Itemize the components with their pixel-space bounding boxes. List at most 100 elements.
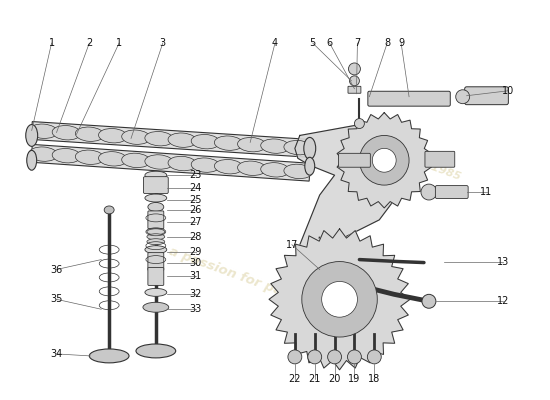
FancyBboxPatch shape <box>425 151 455 167</box>
Ellipse shape <box>52 148 81 163</box>
Ellipse shape <box>168 133 196 147</box>
Text: 32: 32 <box>189 289 202 299</box>
Text: 23: 23 <box>189 170 202 180</box>
Ellipse shape <box>98 128 127 143</box>
Text: 12: 12 <box>497 296 510 306</box>
Circle shape <box>348 350 361 364</box>
Text: 11: 11 <box>480 187 493 197</box>
Ellipse shape <box>214 136 243 150</box>
Circle shape <box>359 136 409 185</box>
Ellipse shape <box>122 130 150 144</box>
FancyBboxPatch shape <box>436 186 468 198</box>
Ellipse shape <box>145 288 167 296</box>
Ellipse shape <box>75 150 104 164</box>
FancyBboxPatch shape <box>368 91 450 106</box>
Text: 27: 27 <box>189 217 202 227</box>
Ellipse shape <box>145 171 167 179</box>
Text: 13: 13 <box>497 256 509 266</box>
Text: 1: 1 <box>48 38 54 48</box>
Text: 5: 5 <box>310 38 316 48</box>
Ellipse shape <box>145 246 167 254</box>
Text: 19: 19 <box>348 374 361 384</box>
Ellipse shape <box>147 239 165 245</box>
Polygon shape <box>295 126 399 314</box>
Ellipse shape <box>29 147 58 161</box>
Circle shape <box>308 350 322 364</box>
Circle shape <box>422 294 436 308</box>
Text: 31: 31 <box>189 272 202 282</box>
Circle shape <box>354 118 364 128</box>
Circle shape <box>367 350 381 364</box>
Ellipse shape <box>26 124 37 146</box>
Circle shape <box>322 282 358 317</box>
Ellipse shape <box>145 155 173 169</box>
Circle shape <box>302 262 377 337</box>
Ellipse shape <box>143 302 169 312</box>
FancyBboxPatch shape <box>339 153 370 167</box>
Circle shape <box>349 63 360 75</box>
Circle shape <box>456 90 470 104</box>
Ellipse shape <box>305 157 315 175</box>
Text: since 1985: since 1985 <box>395 149 463 182</box>
Ellipse shape <box>75 127 104 142</box>
Circle shape <box>349 76 359 86</box>
Text: 36: 36 <box>51 264 63 274</box>
Ellipse shape <box>145 194 167 202</box>
Text: a passion for parts since 1985: a passion for parts since 1985 <box>167 245 383 334</box>
Polygon shape <box>337 113 431 208</box>
Text: 28: 28 <box>189 232 202 242</box>
Text: 26: 26 <box>189 205 202 215</box>
Text: 30: 30 <box>189 258 202 268</box>
Ellipse shape <box>148 202 164 212</box>
Ellipse shape <box>104 206 114 214</box>
Circle shape <box>328 350 342 364</box>
Ellipse shape <box>27 150 37 170</box>
Ellipse shape <box>261 163 289 177</box>
Ellipse shape <box>151 171 161 179</box>
Ellipse shape <box>168 156 196 171</box>
Ellipse shape <box>147 234 165 240</box>
Polygon shape <box>269 229 410 370</box>
Ellipse shape <box>261 139 289 153</box>
Text: 10: 10 <box>502 86 514 96</box>
Text: 21: 21 <box>309 374 321 384</box>
Text: 17: 17 <box>285 240 298 250</box>
Ellipse shape <box>304 138 316 159</box>
Text: 7: 7 <box>354 38 361 48</box>
Ellipse shape <box>191 158 220 172</box>
Ellipse shape <box>136 344 175 358</box>
Text: 33: 33 <box>189 304 202 314</box>
Text: 3: 3 <box>160 38 166 48</box>
Circle shape <box>421 184 437 200</box>
Text: 34: 34 <box>51 349 63 359</box>
Text: 18: 18 <box>368 374 381 384</box>
Text: 6: 6 <box>327 38 333 48</box>
Ellipse shape <box>89 349 129 363</box>
Text: 2: 2 <box>86 38 92 48</box>
Text: 1: 1 <box>116 38 122 48</box>
Text: 35: 35 <box>51 294 63 304</box>
Polygon shape <box>31 122 310 157</box>
FancyBboxPatch shape <box>148 253 164 270</box>
Polygon shape <box>31 144 310 181</box>
Ellipse shape <box>98 152 127 166</box>
Circle shape <box>288 350 302 364</box>
Ellipse shape <box>238 161 266 176</box>
Ellipse shape <box>214 160 243 174</box>
Ellipse shape <box>191 134 220 149</box>
FancyBboxPatch shape <box>348 86 361 93</box>
Ellipse shape <box>147 229 165 235</box>
Ellipse shape <box>284 164 312 179</box>
FancyBboxPatch shape <box>465 87 508 105</box>
Ellipse shape <box>145 132 173 146</box>
Text: 8: 8 <box>384 38 390 48</box>
Text: 20: 20 <box>328 374 341 384</box>
Text: 24: 24 <box>189 183 202 193</box>
Ellipse shape <box>238 138 266 152</box>
Text: 4: 4 <box>272 38 278 48</box>
Ellipse shape <box>29 124 58 138</box>
Text: 25: 25 <box>189 195 202 205</box>
Text: 9: 9 <box>398 38 404 48</box>
FancyBboxPatch shape <box>148 211 164 229</box>
FancyBboxPatch shape <box>144 177 168 194</box>
